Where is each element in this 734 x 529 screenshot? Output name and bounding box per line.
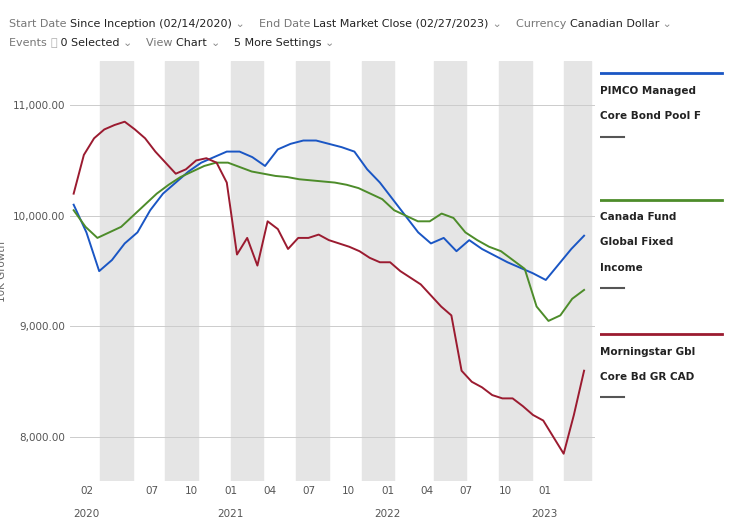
- Bar: [499, 61, 531, 481]
- Text: PIMCO Managed: PIMCO Managed: [600, 86, 697, 96]
- Text: ⓘ: ⓘ: [50, 38, 57, 48]
- Text: 2021: 2021: [217, 509, 244, 519]
- Text: ⌄: ⌄: [123, 38, 132, 48]
- Text: Start Date: Start Date: [9, 19, 70, 29]
- Text: Income: Income: [600, 263, 643, 273]
- Bar: [165, 61, 198, 481]
- Bar: [564, 61, 591, 481]
- Text: Events: Events: [9, 38, 50, 48]
- Text: ⌄: ⌄: [489, 19, 501, 29]
- Text: 2023: 2023: [531, 509, 558, 519]
- Text: ⌄: ⌄: [659, 19, 672, 29]
- Bar: [230, 61, 264, 481]
- Text: 2022: 2022: [374, 509, 401, 519]
- Text: Core Bond Pool F: Core Bond Pool F: [600, 111, 702, 121]
- Y-axis label: 10K Growth: 10K Growth: [0, 241, 7, 302]
- Text: Canada Fund: Canada Fund: [600, 212, 677, 222]
- Text: Currency: Currency: [501, 19, 570, 29]
- Text: ⌄: ⌄: [324, 38, 334, 48]
- Text: Last Market Close (02/27/2023): Last Market Close (02/27/2023): [313, 19, 489, 29]
- Text: ⌄: ⌄: [211, 38, 219, 48]
- Bar: [434, 61, 466, 481]
- Text: 2020: 2020: [73, 509, 100, 519]
- Text: Core Bd GR CAD: Core Bd GR CAD: [600, 372, 694, 382]
- Text: Since Inception (02/14/2020): Since Inception (02/14/2020): [70, 19, 232, 29]
- Bar: [296, 61, 329, 481]
- Text: 5 More Settings: 5 More Settings: [219, 38, 324, 48]
- Text: Morningstar Gbl: Morningstar Gbl: [600, 347, 696, 357]
- Bar: [100, 61, 133, 481]
- Text: Global Fixed: Global Fixed: [600, 238, 674, 248]
- Text: ⌄: ⌄: [232, 19, 244, 29]
- Text: 0 Selected: 0 Selected: [57, 38, 123, 48]
- Text: End Date: End Date: [244, 19, 313, 29]
- Text: Chart: Chart: [176, 38, 211, 48]
- Bar: [362, 61, 394, 481]
- Text: View: View: [132, 38, 176, 48]
- Text: Canadian Dollar: Canadian Dollar: [570, 19, 659, 29]
